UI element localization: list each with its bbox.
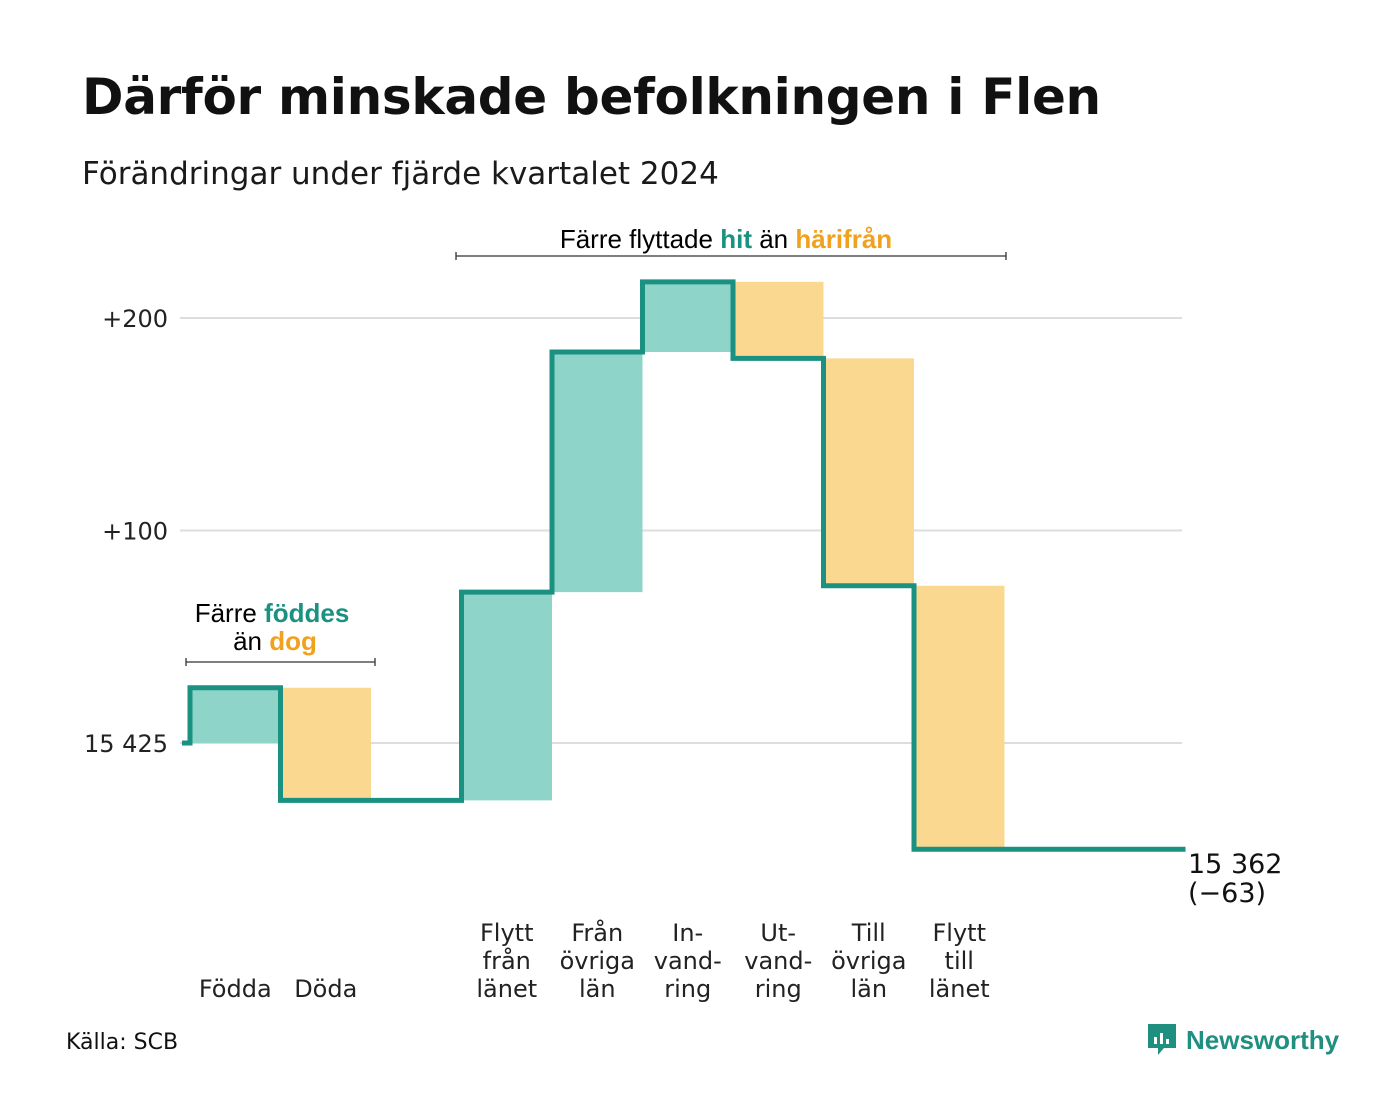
deaths-annotation-pre: än — [233, 626, 262, 656]
x-tick-label: Födda — [199, 975, 272, 1003]
x-tick-label: län — [579, 975, 616, 1003]
x-tick-label: Flytt — [480, 919, 534, 947]
deaths-annotation-highlight: dog — [269, 626, 317, 656]
bar-decrease — [733, 281, 824, 359]
svg-text:Färre flyttade hit: Färre flyttade hit än härifrån — [560, 224, 892, 254]
bar-increase — [190, 687, 281, 743]
x-tick-label: vand- — [654, 947, 722, 975]
x-tick-label: Från — [571, 918, 623, 947]
x-tick-label: länet — [929, 975, 990, 1003]
x-tick-label: ring — [664, 975, 711, 1003]
bar-decrease — [823, 358, 914, 586]
x-tick-label: övriga — [831, 947, 906, 975]
births-annotation-highlight: föddes — [264, 598, 349, 628]
x-tick-label: ring — [755, 975, 802, 1003]
bar-increase — [642, 281, 733, 352]
y-tick-label: +200 — [102, 305, 168, 333]
bar-decrease — [914, 585, 1005, 850]
x-tick-label: län — [850, 975, 887, 1003]
births-annotation-pre: Färre — [195, 598, 257, 628]
migration-annotation-harifran: härifrån — [795, 224, 892, 254]
x-tick-label: Till — [851, 919, 886, 947]
x-tick-label: Ut- — [760, 919, 796, 947]
migration-bracket — [455, 252, 1007, 260]
x-axis-labels: Födda DödaFlyttfrånlänetFrånövrigalänIn-v… — [199, 918, 990, 1003]
y-axis-ticks: 15 425 +100 +200 — [84, 305, 168, 758]
newsworthy-logo-icon — [1148, 1024, 1176, 1055]
source-note: Källa: SCB — [66, 1030, 179, 1055]
svg-text:än dog: än dog — [233, 626, 317, 656]
x-tick-label: länet — [476, 975, 537, 1003]
chart-subtitle: Förändringar under fjärde kvartalet 2024 — [82, 156, 719, 192]
x-tick-label: Döda — [294, 975, 357, 1003]
x-tick-label: vand- — [744, 947, 812, 975]
x-tick-label: In- — [672, 919, 703, 947]
end-label: 15 362 (−63) — [1188, 849, 1282, 909]
bar-increase — [552, 352, 643, 593]
y-tick-label: 15 425 — [84, 730, 168, 758]
logo-text: Newsworthy — [1186, 1024, 1340, 1055]
births-annotation: Färre föddes än dog — [185, 598, 376, 666]
chart-title: Därför minskade befolkningen i Flen — [82, 68, 1101, 126]
migration-annotation-pre: Färre flyttade — [560, 224, 713, 254]
newsworthy-logo: Newsworthy — [1146, 1022, 1339, 1058]
births-bracket — [185, 658, 376, 666]
y-tick-label: +100 — [102, 518, 168, 546]
bar-increase — [461, 592, 552, 801]
x-tick-label: till — [945, 947, 974, 975]
migration-annotation-hit: hit — [720, 224, 752, 254]
bars — [190, 281, 1005, 850]
x-tick-label: Flytt — [933, 919, 987, 947]
end-value: 15 362 — [1188, 849, 1282, 880]
x-tick-label: övriga — [560, 947, 635, 975]
end-change: (−63) — [1188, 878, 1266, 909]
bar-decrease — [280, 687, 371, 801]
migration-annotation-mid: än — [759, 224, 788, 254]
migration-annotation: Färre flyttade hit än härifrån — [455, 224, 1007, 260]
x-tick-label: från — [483, 946, 531, 975]
svg-text:Färre föddes: Färre föddes — [195, 598, 350, 628]
grid-lines — [180, 317, 1182, 744]
population-step-line — [182, 279, 1186, 852]
